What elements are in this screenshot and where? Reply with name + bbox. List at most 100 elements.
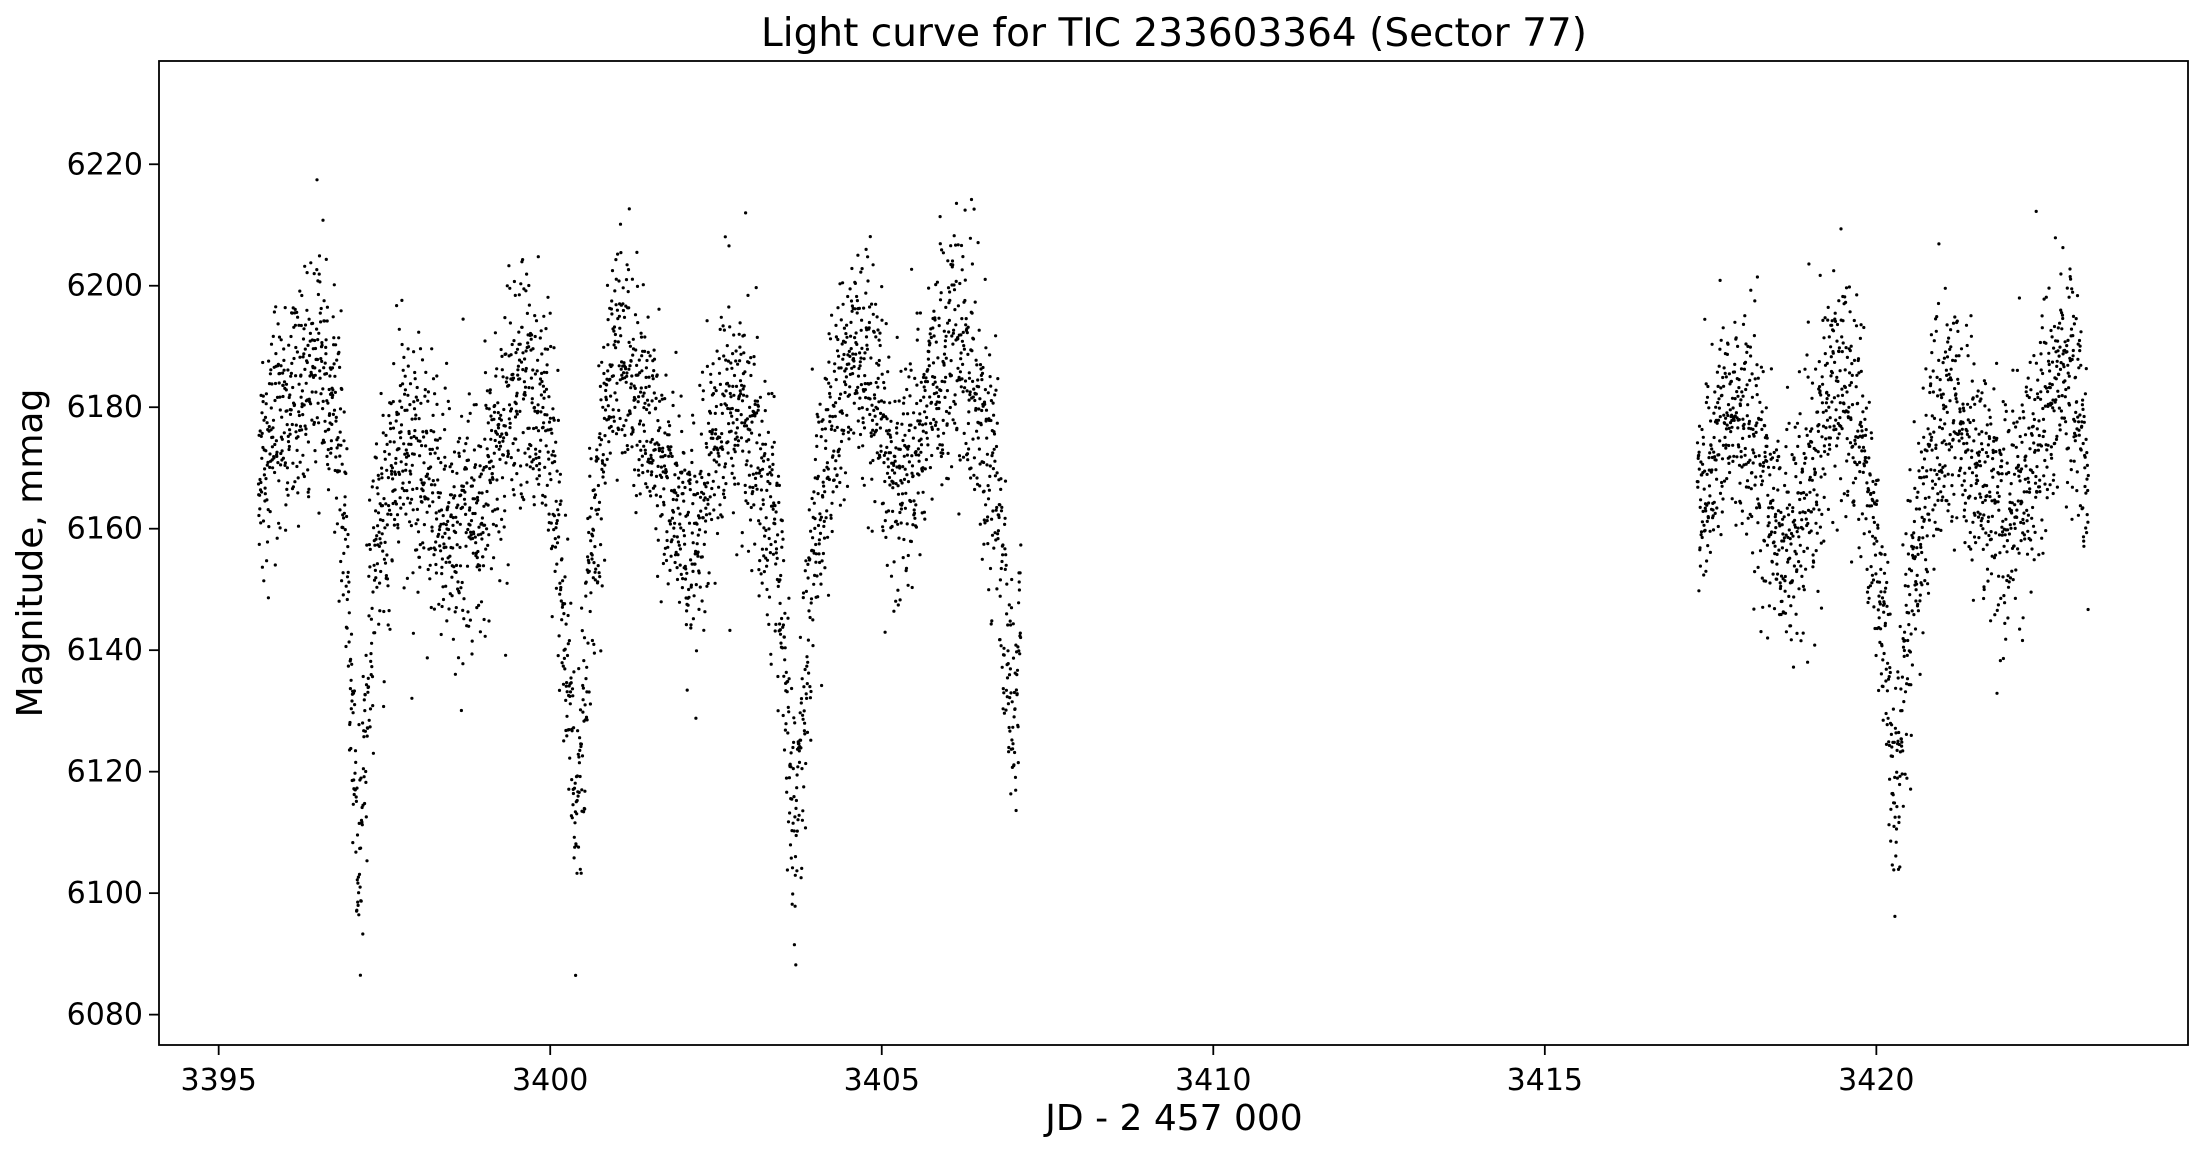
data-point — [438, 436, 442, 440]
data-point — [700, 475, 704, 480]
data-point — [1867, 530, 1872, 534]
data-point — [1988, 415, 1992, 419]
data-point — [318, 369, 322, 373]
data-point — [742, 351, 746, 355]
data-point — [394, 461, 398, 465]
data-point — [604, 395, 608, 399]
data-point — [795, 869, 799, 873]
data-point — [345, 447, 349, 451]
data-point — [1733, 320, 1737, 324]
data-point — [969, 476, 973, 480]
data-point — [849, 428, 853, 432]
data-point — [660, 450, 665, 454]
data-point — [1757, 454, 1761, 458]
data-point — [885, 563, 889, 568]
data-point — [972, 473, 976, 477]
data-point — [852, 401, 856, 405]
data-point — [338, 407, 343, 411]
data-point — [618, 326, 622, 330]
data-point — [714, 428, 718, 432]
data-point — [1708, 529, 1712, 533]
data-point — [639, 448, 643, 452]
data-point — [740, 531, 744, 535]
data-point — [1920, 515, 1924, 520]
data-point — [593, 545, 597, 549]
data-point — [768, 551, 773, 555]
data-point — [610, 299, 614, 303]
data-point — [901, 438, 905, 443]
data-point — [634, 510, 638, 515]
data-point — [978, 363, 983, 367]
data-point — [813, 526, 817, 531]
data-point — [541, 425, 545, 429]
data-point — [297, 323, 301, 327]
data-point — [380, 472, 384, 476]
data-point — [1864, 406, 1868, 410]
data-point — [992, 413, 996, 417]
data-point — [889, 435, 893, 439]
data-point — [791, 821, 795, 825]
data-point — [934, 283, 938, 287]
data-point — [612, 419, 616, 423]
data-point — [402, 355, 406, 359]
data-point — [1005, 582, 1009, 586]
data-point — [1802, 588, 1806, 592]
data-point — [1958, 410, 1962, 414]
data-point — [1930, 435, 1934, 439]
data-point — [705, 319, 709, 323]
data-point — [262, 579, 266, 583]
data-point — [879, 399, 884, 403]
data-point — [931, 326, 935, 330]
data-point — [1740, 465, 1744, 469]
data-point — [589, 506, 594, 510]
data-point — [1927, 512, 1931, 516]
data-point — [492, 556, 496, 560]
data-point — [652, 357, 657, 361]
data-point — [1014, 688, 1019, 692]
data-point — [907, 428, 911, 433]
data-point — [942, 363, 946, 367]
data-point — [675, 535, 679, 539]
data-point — [2035, 465, 2039, 469]
data-point — [554, 526, 558, 530]
data-point — [793, 721, 797, 725]
data-point — [940, 443, 944, 447]
data-point — [900, 492, 905, 496]
data-point — [370, 665, 374, 669]
data-point — [1996, 500, 2000, 504]
data-point — [1721, 375, 1725, 380]
data-point — [983, 402, 987, 406]
data-point — [588, 515, 592, 519]
data-point — [288, 393, 292, 397]
data-point — [1837, 299, 1841, 303]
data-point — [488, 478, 492, 482]
data-point — [511, 441, 515, 446]
data-point — [614, 277, 618, 281]
data-point — [261, 394, 265, 398]
data-point — [429, 605, 433, 610]
data-point — [608, 377, 612, 381]
data-point — [734, 431, 738, 435]
data-point — [1758, 549, 1763, 553]
data-point — [1761, 464, 1765, 468]
data-point — [971, 395, 975, 399]
data-point — [286, 493, 290, 497]
data-point — [1862, 532, 1866, 536]
data-point — [561, 579, 565, 583]
data-point — [391, 400, 395, 404]
data-point — [1880, 596, 1885, 600]
data-point — [400, 298, 404, 302]
data-point — [1901, 645, 1906, 649]
data-point — [891, 509, 895, 513]
data-point — [827, 381, 831, 385]
data-point — [1755, 506, 1759, 510]
data-point — [284, 382, 289, 386]
data-point — [574, 844, 578, 848]
data-point — [776, 533, 780, 537]
data-point — [704, 485, 708, 489]
data-point — [1926, 427, 1930, 431]
data-point — [1986, 454, 1990, 458]
data-point — [868, 412, 872, 417]
data-point — [393, 517, 397, 522]
data-point — [555, 541, 560, 545]
